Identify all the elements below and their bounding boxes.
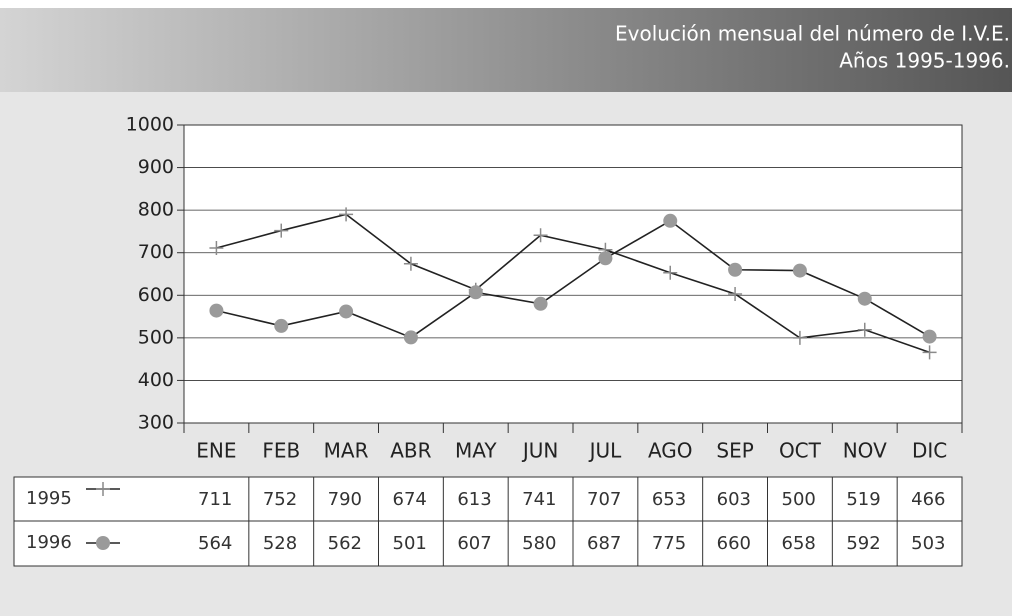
marker	[663, 265, 678, 280]
marker	[274, 318, 289, 333]
table-value: 500	[782, 489, 816, 510]
table-value: 562	[328, 533, 362, 554]
x-tick-label: NOV	[843, 439, 887, 463]
x-tick-label: JUL	[588, 439, 623, 463]
x-tick-label: SEP	[716, 439, 753, 463]
table-value: 752	[263, 489, 297, 510]
table-value: 775	[652, 533, 686, 554]
marker	[533, 296, 548, 311]
table-value: 519	[846, 489, 880, 510]
x-tick-label: MAR	[324, 439, 369, 463]
x-tick-label: ENE	[196, 439, 236, 463]
marker	[857, 291, 872, 306]
table-value: 711	[198, 489, 232, 510]
y-tick-label: 900	[138, 156, 174, 178]
table-value: 501	[393, 533, 427, 554]
table-value: 687	[587, 533, 621, 554]
table-value: 613	[457, 489, 491, 510]
x-tick-label: OCT	[779, 439, 822, 463]
header-band	[0, 8, 1012, 92]
marker	[922, 329, 937, 344]
marker	[792, 330, 807, 345]
marker	[96, 536, 110, 550]
x-tick-label: MAY	[455, 439, 497, 463]
marker	[274, 223, 289, 238]
marker	[209, 241, 224, 256]
marker	[339, 207, 354, 222]
marker	[792, 263, 807, 278]
marker	[209, 303, 224, 318]
table-value: 528	[263, 533, 297, 554]
y-tick-label: 1000	[126, 114, 174, 136]
table-value: 603	[717, 489, 751, 510]
marker	[403, 330, 418, 345]
y-tick-label: 400	[138, 369, 174, 391]
series-line	[216, 213, 930, 354]
marker	[96, 482, 110, 496]
table-value: 707	[587, 489, 621, 510]
table-value: 564	[198, 533, 232, 554]
marker	[403, 256, 418, 271]
table-value: 790	[328, 489, 362, 510]
marker	[728, 287, 743, 302]
legend-label: 1995	[26, 488, 72, 509]
x-tick-label: FEB	[262, 439, 300, 463]
plot-area	[183, 124, 963, 424]
table-value: 503	[911, 533, 945, 554]
top-strip	[0, 0, 1012, 8]
marker	[922, 345, 937, 360]
table-value: 466	[911, 489, 945, 510]
table-value: 607	[457, 533, 491, 554]
marker	[598, 251, 613, 266]
table-value: 660	[717, 533, 751, 554]
chart-title: Evolución mensual del número de I.V.E.	[615, 22, 1010, 46]
x-tick-label: AGO	[648, 439, 693, 463]
y-tick-label: 500	[138, 326, 174, 348]
y-tick-label: 700	[138, 241, 174, 263]
y-tick-label: 800	[138, 199, 174, 221]
table-value: 592	[846, 533, 880, 554]
table-value: 580	[522, 533, 556, 554]
x-tick-label: DIC	[912, 439, 947, 463]
chart-subtitle: Años 1995-1996.	[839, 49, 1010, 73]
marker	[728, 262, 743, 277]
table-value: 741	[522, 489, 556, 510]
x-tick-label: JUN	[521, 439, 559, 463]
table-value: 674	[393, 489, 427, 510]
marker	[533, 228, 548, 243]
legend-label: 1996	[26, 532, 72, 553]
y-tick-label: 300	[138, 412, 174, 434]
marker	[857, 322, 872, 337]
marker	[663, 213, 678, 228]
marker	[468, 285, 483, 300]
x-tick-label: ABR	[390, 439, 431, 463]
y-tick-label: 600	[138, 284, 174, 306]
table-value: 653	[652, 489, 686, 510]
marker	[339, 304, 354, 319]
series-line	[216, 219, 930, 339]
table-value: 658	[782, 533, 816, 554]
